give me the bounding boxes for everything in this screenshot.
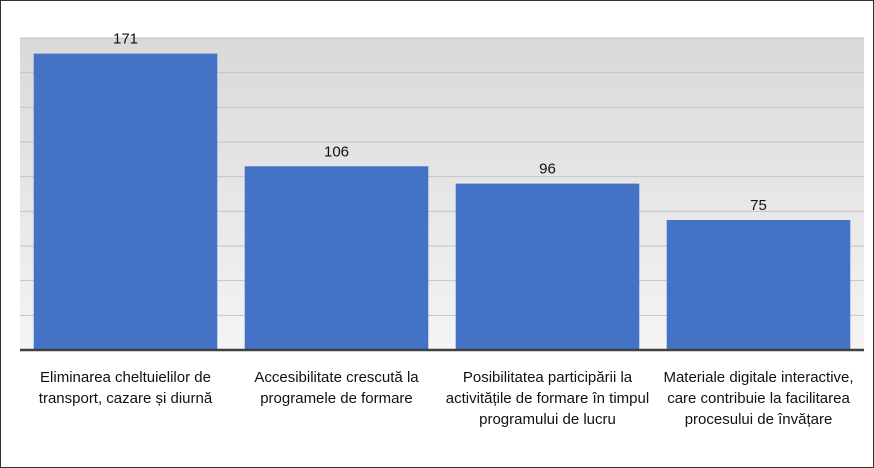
bar (33, 53, 218, 350)
data-label: 106 (324, 143, 349, 160)
x-tick-label: Materiale digitale interactive, care con… (663, 369, 854, 428)
x-tick-label: Posibilitatea participării la activități… (445, 369, 650, 428)
x-tick-label: Eliminarea cheltuielilor de transport, c… (38, 369, 213, 407)
data-label: 75 (750, 197, 767, 214)
bar (455, 183, 640, 350)
data-label: 171 (113, 31, 138, 48)
bar (666, 220, 851, 350)
x-tick-label: Accesibilitate crescută la programele de… (254, 369, 419, 407)
bar (244, 166, 429, 350)
data-label: 96 (539, 161, 556, 178)
